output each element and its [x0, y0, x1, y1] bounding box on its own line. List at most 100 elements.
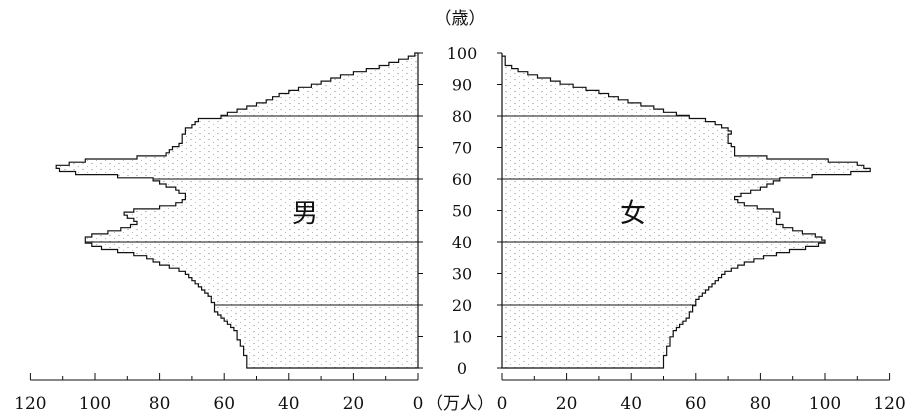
female-bar-age-53	[502, 199, 738, 203]
male-bar-age-26	[198, 283, 418, 287]
female-bar-age-54	[502, 196, 735, 200]
female-bar-age-74	[502, 134, 729, 138]
male-bar-age-57	[175, 187, 418, 191]
female-bar-age-50	[502, 208, 774, 213]
male-bar-age-35	[146, 255, 418, 259]
female-bar-age-81	[502, 112, 677, 116]
male-bar-age-64	[56, 165, 419, 169]
female-x-tick-label: 100	[809, 394, 841, 414]
age-tick-label: 40	[452, 233, 472, 252]
male-bar-age-68	[166, 152, 418, 156]
female-bar-age-61	[502, 174, 813, 178]
female-bar-age-98	[502, 59, 506, 63]
male-bar-age-32	[169, 265, 418, 269]
male-bar-age-71	[178, 143, 418, 147]
female-bar-age-20	[502, 302, 696, 306]
female-bar-age-15	[502, 318, 687, 322]
male-bar-age-94	[353, 71, 418, 75]
male-bar-age-100	[414, 53, 418, 57]
reference-lines-layer	[85, 115, 825, 306]
age-tick-labels-layer: 0 10 20 30 40 50 60 70 80 90 100	[418, 44, 502, 378]
male-bar-age-66	[85, 159, 418, 163]
female-x-tick-label: 80	[750, 394, 772, 414]
female-bar-age-6	[502, 346, 667, 350]
male-bar-age-41	[85, 237, 418, 241]
male-bar-age-89	[298, 87, 418, 91]
female-bar-age-92	[502, 77, 551, 82]
male-bar-age-22	[211, 296, 418, 300]
female-bar-age-28	[502, 277, 719, 281]
male-bar-age-5	[243, 349, 418, 353]
male-bar-age-78	[195, 121, 418, 125]
male-series-outline	[55, 52, 419, 369]
female-series-outline	[501, 53, 871, 369]
male-bar-age-42	[91, 233, 419, 238]
male-bar-age-96	[379, 65, 418, 69]
female-bar-age-97	[502, 62, 506, 66]
male-bar-age-49	[124, 212, 418, 216]
female-bar-age-83	[502, 106, 654, 110]
female-bar-age-30	[502, 271, 725, 275]
male-bar-age-76	[185, 127, 418, 131]
male-x-tick-label: 20	[343, 394, 365, 414]
female-bar-age-31	[502, 268, 732, 272]
female-bar-age-78	[502, 121, 716, 125]
female-bar-age-9	[502, 336, 670, 340]
male-x-tick-label: 40	[278, 394, 300, 414]
male-bar-age-29	[188, 274, 418, 278]
male-bar-age-59	[159, 180, 418, 184]
female-bar-age-0	[502, 364, 664, 368]
female-bar-age-66	[502, 159, 829, 163]
female-bar-age-75	[502, 130, 732, 135]
male-bar-age-55	[185, 193, 418, 197]
female-bar-age-22	[502, 296, 700, 300]
male-bar-age-58	[166, 183, 418, 188]
female-bar-age-45	[502, 224, 784, 228]
female-bar-age-14	[502, 321, 683, 325]
male-bar-age-34	[153, 258, 418, 262]
male-bar-age-70	[172, 146, 418, 150]
female-bar-age-65	[502, 162, 858, 166]
female-bar-age-72	[502, 140, 729, 144]
male-bar-age-20	[214, 302, 418, 306]
female-x-tick-label: 20	[556, 394, 578, 414]
female-bar-age-73	[502, 137, 729, 141]
female-bar-age-56	[502, 190, 751, 194]
female-bar-age-49	[502, 212, 780, 216]
age-tick-label: 30	[452, 265, 472, 284]
male-bar-age-19	[214, 305, 418, 309]
female-bar-age-52	[502, 202, 745, 206]
female-bar-age-10	[502, 333, 674, 337]
male-bar-age-79	[198, 118, 418, 122]
female-bar-age-5	[502, 349, 667, 353]
male-bar-age-81	[227, 112, 418, 116]
female-bar-age-33	[502, 261, 745, 266]
male-x-tick-label: 0	[413, 394, 424, 414]
age-tick-label: 100	[447, 44, 478, 63]
male-bar-age-46	[136, 221, 419, 225]
male-bar-age-25	[201, 286, 418, 291]
pyramid-fill-layer	[56, 53, 871, 368]
age-tick-label: 50	[452, 202, 472, 221]
female-bar-age-59	[502, 180, 774, 184]
female-bar-age-11	[502, 330, 674, 334]
male-bar-age-50	[133, 208, 418, 213]
male-bar-age-54	[185, 196, 418, 200]
male-bar-age-28	[191, 277, 418, 281]
male-bar-age-39	[91, 243, 419, 247]
female-bar-age-37	[502, 249, 790, 253]
female-bar-age-21	[502, 299, 696, 303]
female-bar-age-87	[502, 93, 609, 97]
female-bar-age-18	[502, 308, 693, 312]
male-bar-age-36	[133, 252, 418, 256]
male-bar-age-44	[120, 227, 418, 231]
male-bar-age-21	[211, 299, 418, 303]
female-bar-age-96	[502, 65, 512, 69]
pyramid-outline-layer	[55, 52, 871, 369]
age-tick-label: 10	[452, 328, 472, 347]
female-bar-age-41	[502, 237, 822, 241]
female-bar-age-29	[502, 274, 722, 278]
female-bar-age-16	[502, 314, 690, 319]
male-bar-age-14	[227, 321, 418, 325]
age-tick-label: 20	[452, 296, 472, 315]
